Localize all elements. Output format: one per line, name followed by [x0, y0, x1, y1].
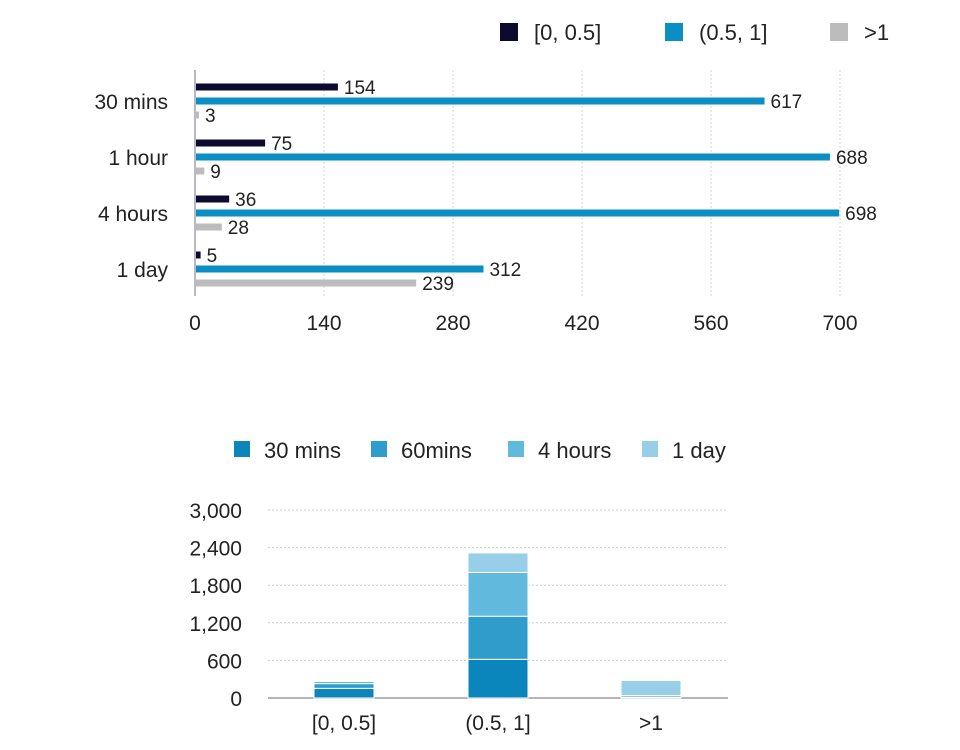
bar-30-mins-1 — [196, 111, 199, 119]
legend-swatch — [508, 441, 524, 457]
segment-0-5-1-1-day — [467, 552, 529, 573]
y-tick-label: 600 — [207, 650, 242, 673]
bar-1-day-0-5-1 — [196, 265, 484, 273]
legend-swatch — [830, 23, 848, 41]
data-label: 5 — [207, 246, 218, 267]
x-tick-label: [0, 0.5] — [312, 712, 376, 735]
data-label: 617 — [771, 92, 803, 113]
legend-label: 60mins — [401, 438, 472, 463]
x-tick-label: >1 — [639, 712, 663, 735]
y-tick-label: 30 mins — [94, 91, 168, 114]
legend-swatch — [500, 23, 518, 41]
data-label: 75 — [271, 134, 292, 155]
stacked-bar-chart-by-range: 0 600 1,200 1,800 2,400 3,000 [0, 0.5] (0.5, 1]… — [189, 438, 728, 735]
data-label: 36 — [235, 190, 256, 211]
data-label: 28 — [228, 218, 249, 239]
legend-swatch — [234, 441, 250, 457]
y-tick-label: 1,800 — [189, 575, 242, 598]
y-tick-label: 4 hours — [98, 203, 168, 226]
data-label: 312 — [489, 260, 521, 281]
bar-1-hour-1 — [196, 167, 205, 175]
legend-swatch — [642, 441, 658, 457]
data-label: 239 — [422, 274, 454, 295]
x-tick-label: 0 — [189, 312, 201, 335]
segment-0-0-5-60mins — [313, 683, 375, 689]
segment-1-1-day — [620, 680, 682, 696]
bar-30-mins-0-0-5 — [196, 83, 338, 91]
legend-label: 4 hours — [538, 438, 611, 463]
bar-1-day-0-0-5 — [196, 251, 201, 259]
y-tick-label: 0 — [230, 688, 242, 711]
bar-4-hours-0-0-5 — [196, 195, 230, 203]
segment-0-5-1-60mins — [467, 615, 529, 660]
x-tick-label: 560 — [693, 312, 728, 335]
legend-label: (0.5, 1] — [699, 20, 767, 45]
bar-4-hours-1 — [196, 223, 222, 231]
legend-swatch — [665, 23, 683, 41]
segment-0-0-5-30-mins — [313, 687, 375, 699]
data-label: 3 — [205, 106, 216, 127]
y-tick-label: 2,400 — [189, 538, 242, 561]
y-tick-label: 1,200 — [189, 613, 242, 636]
data-label: 154 — [344, 78, 376, 99]
data-label: 698 — [845, 204, 877, 225]
x-tick-label: 420 — [564, 312, 599, 335]
legend-label: 1 day — [672, 438, 726, 463]
segment-0-5-1-30-mins — [467, 658, 529, 699]
segment-0-5-1-4-hours — [467, 571, 529, 617]
x-tick-label: 280 — [435, 312, 470, 335]
bar-chart-by-time-window: 0 140 280 420 560 700 30 mins 154 617 3 1 hour 75 68… — [94, 20, 889, 335]
bar-1-day-1 — [196, 279, 417, 287]
bar-1-hour-0-5-1 — [196, 153, 830, 161]
legend-swatch — [371, 441, 387, 457]
data-label: 688 — [836, 148, 868, 169]
bar-4-hours-0-5-1 — [196, 209, 840, 217]
legend-label: >1 — [864, 20, 889, 45]
bar-30-mins-0-5-1 — [196, 97, 765, 105]
data-label: 9 — [210, 162, 221, 183]
x-tick-label: (0.5, 1] — [465, 712, 530, 735]
bar-1-hour-0-0-5 — [196, 139, 266, 147]
y-tick-label: 1 day — [117, 259, 169, 282]
x-tick-label: 140 — [306, 312, 341, 335]
y-tick-label: 1 hour — [108, 147, 168, 170]
legend-label: [0, 0.5] — [534, 20, 601, 45]
legend-label: 30 mins — [264, 438, 341, 463]
y-tick-label: 3,000 — [189, 500, 242, 523]
x-tick-label: 700 — [822, 312, 857, 335]
